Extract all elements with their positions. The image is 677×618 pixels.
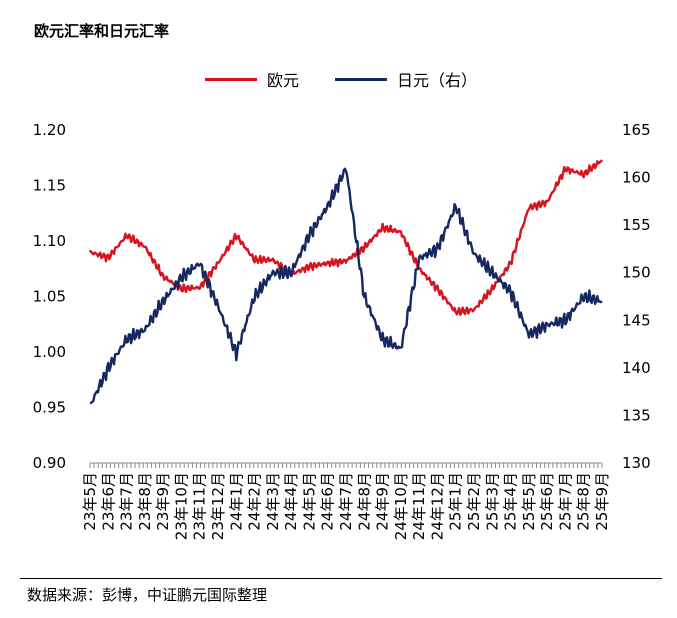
legend-label-jpy: 日元（右） [397, 71, 478, 90]
x-tick-label: 23年10月 [172, 472, 190, 540]
y-right-tick-label: 165 [622, 121, 651, 139]
source-note: 数据来源：彭博，中证鹏元国际整理 [27, 586, 268, 604]
x-tick-label: 24年2月 [246, 472, 264, 531]
x-tick-label: 24年9月 [374, 472, 392, 531]
y-left-tick-label: 1.05 [33, 288, 66, 306]
y-right-tick-label: 140 [622, 359, 651, 377]
x-tick-label: 24年6月 [319, 472, 337, 531]
x-tick-label: 25年5月 [520, 472, 538, 531]
y-right-tick-label: 130 [622, 454, 651, 472]
x-tick-label: 25年4月 [502, 472, 520, 531]
x-tick-label: 24年3月 [264, 472, 282, 531]
y-left-tick-label: 1.10 [33, 232, 66, 250]
x-tick-label: 25年3月 [483, 472, 501, 531]
y-left-tick-label: 1.15 [33, 177, 66, 195]
y-right-tick-label: 135 [622, 406, 651, 424]
x-tick-label: 24年8月 [355, 472, 373, 531]
x-tick-label: 25年8月 [575, 472, 593, 531]
x-tick-label: 24年4月 [282, 472, 300, 531]
chart-title: 欧元汇率和日元汇率 [34, 22, 170, 40]
footer-divider [20, 578, 662, 579]
line-chart: 0.90 0.95 1.00 1.05 1.10 1.15 1.20 130 135 140 145… [33, 121, 651, 540]
y-left-tick-label: 0.95 [33, 399, 66, 417]
legend-label-eur: 欧元 [267, 71, 300, 90]
x-tick-label: 24年5月 [300, 472, 318, 531]
x-tick-label: 24年7月 [337, 472, 355, 531]
x-tick-label: 25年1月 [447, 472, 465, 531]
x-tick-label: 24年1月 [227, 472, 245, 531]
y-right-tick-label: 160 [622, 169, 651, 187]
y-right-tick-label: 155 [622, 216, 651, 234]
y-right-tick-label: 145 [622, 311, 651, 329]
series-line-eur [88, 159, 603, 316]
x-tick-label: 23年6月 [99, 472, 117, 531]
x-tick-label: 25年2月 [465, 472, 483, 531]
x-tick-label: 23年11月 [191, 472, 209, 540]
x-tick-label: 24年11月 [410, 472, 428, 540]
y-left-tick-label: 1.20 [33, 121, 66, 139]
chart-legend: 欧元 日元（右） [205, 66, 477, 92]
legend-swatch-jpy [335, 77, 388, 81]
x-tick-label: 25年6月 [538, 472, 556, 531]
legend-item-eur: 欧元 [205, 67, 299, 91]
y-right-tick-label: 150 [622, 264, 651, 282]
legend-item-jpy: 日元（右） [335, 67, 477, 91]
y-left-tick-label: 1.00 [33, 343, 66, 361]
x-tick-label: 23年8月 [136, 472, 154, 531]
x-tick-label: 23年5月 [81, 472, 99, 531]
series-line-jpy [89, 167, 603, 405]
x-tick-label: 23年9月 [154, 472, 172, 531]
x-tick-label: 24年12月 [428, 472, 446, 540]
x-tick-label: 24年10月 [392, 472, 410, 540]
x-tick-label: 23年12月 [209, 472, 227, 540]
x-tick-label: 25年9月 [593, 472, 611, 531]
x-tick-label: 23年7月 [118, 472, 136, 531]
y-left-tick-label: 0.90 [33, 454, 66, 472]
legend-swatch-eur [205, 77, 257, 81]
x-tick-label: 25年7月 [556, 472, 574, 531]
